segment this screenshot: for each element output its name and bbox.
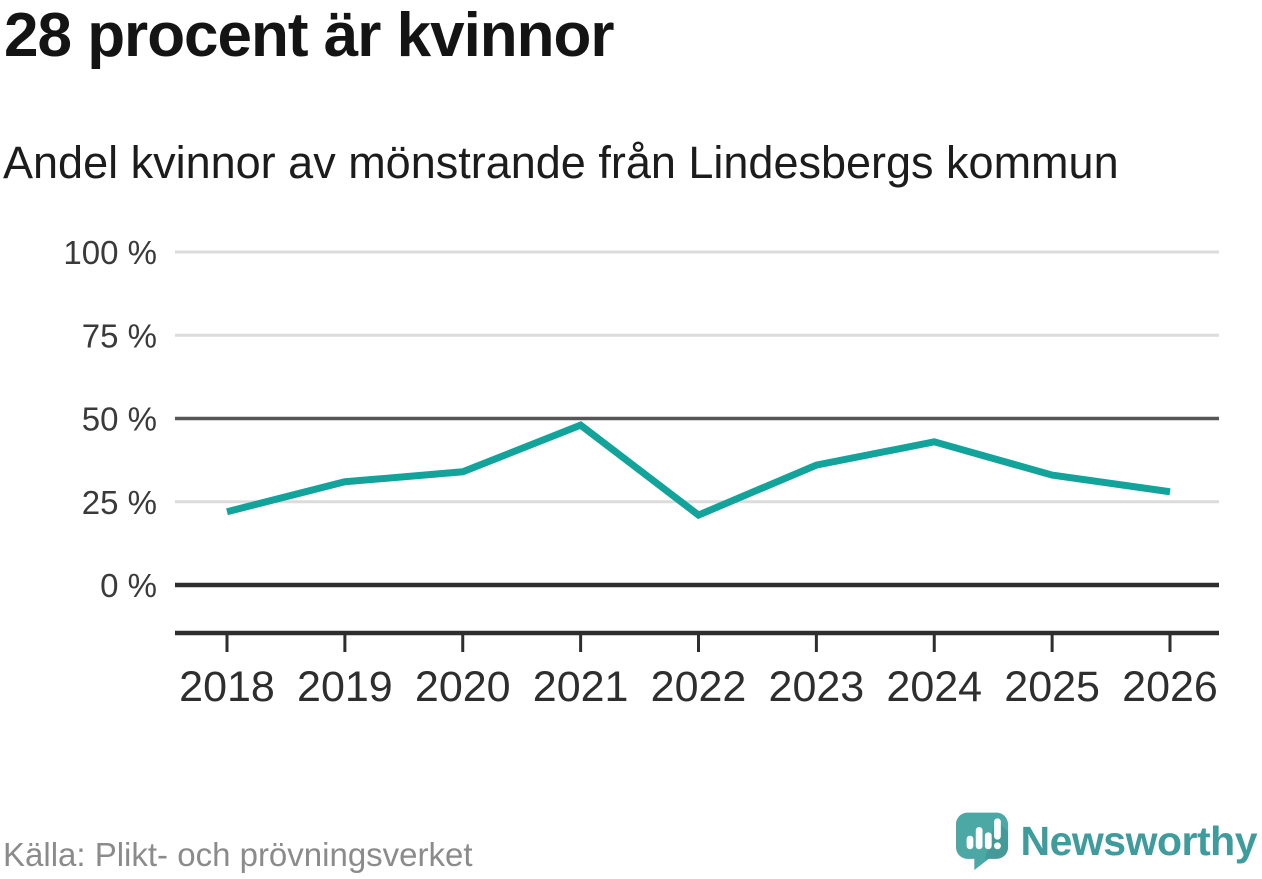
x-tick-label: 2020 bbox=[415, 663, 511, 711]
chart-subtitle: Andel kvinnor av mönstrande från Lindesb… bbox=[3, 137, 1119, 188]
logo-exclamation-dot bbox=[993, 842, 1001, 850]
x-tick-label: 2021 bbox=[533, 663, 629, 711]
data-series-line bbox=[226, 421, 1171, 520]
x-tick-label: 2023 bbox=[769, 663, 865, 711]
x-tick-label: 2022 bbox=[651, 663, 747, 711]
x-tick-label: 2025 bbox=[1004, 663, 1100, 711]
chart-title: 28 procent är kvinnor bbox=[4, 1, 615, 70]
y-tick-label: 100 % bbox=[63, 234, 157, 271]
newsworthy-logo-icon bbox=[955, 812, 1008, 870]
x-tick-label: 2026 bbox=[1122, 663, 1218, 711]
y-tick-label: 50 % bbox=[82, 401, 157, 438]
source-caption: Källa: Plikt- och prövningsverket bbox=[3, 836, 473, 873]
y-tick-label: 0 % bbox=[100, 567, 157, 604]
newsworthy-logo: Newsworthy bbox=[955, 811, 1258, 872]
x-tick-label: 2019 bbox=[297, 663, 393, 711]
logo-bar-2 bbox=[975, 827, 983, 850]
logo-bar-3 bbox=[984, 832, 992, 850]
logo-bar-1 bbox=[966, 835, 973, 850]
newsworthy-logo-text: Newsworthy bbox=[1020, 818, 1258, 864]
x-tick-label: 2018 bbox=[179, 663, 275, 711]
logo-exclamation-bar bbox=[993, 818, 1001, 840]
x-tick-label: 2024 bbox=[886, 663, 982, 711]
y-tick-label: 75 % bbox=[82, 317, 157, 354]
y-tick-label: 25 % bbox=[82, 484, 157, 521]
